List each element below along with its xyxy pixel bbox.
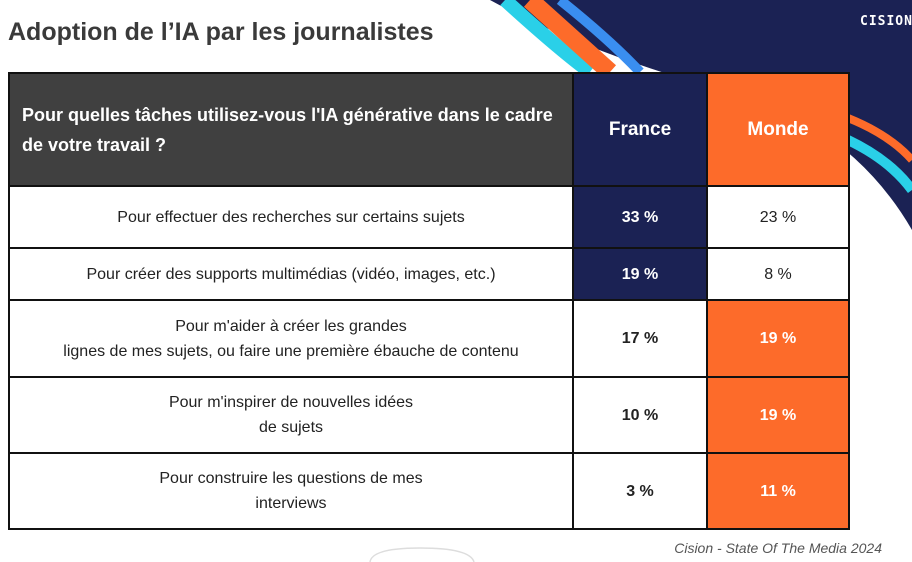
row: Pour construire les questions de mes int… — [8, 452, 850, 530]
value-cell: 8 % — [706, 247, 850, 301]
swoosh — [845, 135, 912, 194]
source: Cision - State Of The Media 2024 — [674, 540, 882, 556]
row: Pour effectuer des recherches sur certai… — [8, 185, 850, 249]
task-cell: Pour créer des supports multimédias (vid… — [8, 247, 574, 301]
swoosh — [556, 0, 644, 76]
header-cell: Pour quelles tâches utilisez-vous l'IA g… — [8, 72, 574, 187]
swoosh — [523, 0, 617, 79]
task-cell: Pour m'inspirer de nouvelles idées de su… — [8, 376, 574, 454]
header-cell: France — [572, 72, 708, 187]
value-cell: 23 % — [706, 185, 850, 249]
row: Pour m'aider à créer les grandes lignes … — [8, 299, 850, 378]
value-cell: 19 % — [572, 247, 708, 301]
task-cell: Pour effectuer des recherches sur certai… — [8, 185, 574, 249]
title: Adoption de l’IA par les journalistes — [8, 18, 434, 46]
value-cell: 3 % — [572, 452, 708, 530]
value-cell: 19 % — [706, 299, 850, 378]
task-cell: Pour m'aider à créer les grandes lignes … — [8, 299, 574, 378]
task-cell: Pour construire les questions de mes int… — [8, 452, 574, 530]
logo: CISION — [860, 14, 912, 29]
swoosh — [846, 114, 912, 163]
value-cell: 19 % — [706, 376, 850, 454]
swoosh — [500, 0, 595, 78]
row: Pour m'inspirer de nouvelles idées de su… — [8, 376, 850, 454]
value-cell: 11 % — [706, 452, 850, 530]
header-row: Pour quelles tâches utilisez-vous l'IA g… — [8, 72, 850, 187]
value-cell: 17 % — [572, 299, 708, 378]
table: Pour quelles tâches utilisez-vous l'IA g… — [8, 72, 850, 530]
row: Pour créer des supports multimédias (vid… — [8, 247, 850, 301]
value-cell: 33 % — [572, 185, 708, 249]
header-cell: Monde — [706, 72, 850, 187]
banner — [490, 0, 912, 230]
button-edge — [369, 547, 475, 562]
value-cell: 10 % — [572, 376, 708, 454]
